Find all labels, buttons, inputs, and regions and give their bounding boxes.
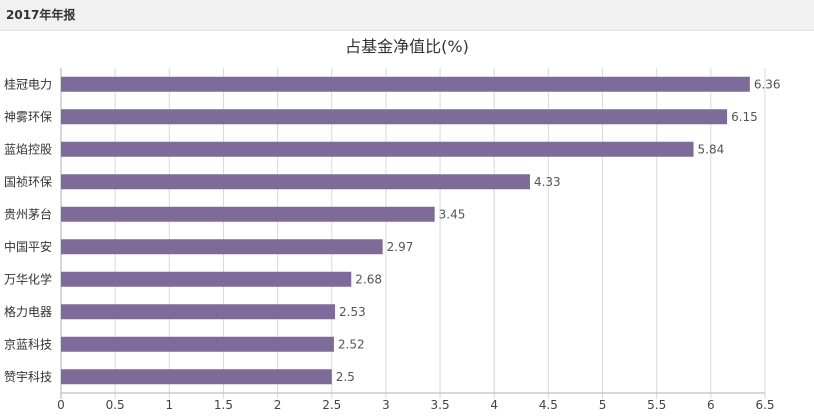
x-tick-label: 3	[382, 398, 390, 412]
data-label: 2.53	[339, 305, 366, 319]
x-tick-label: 2.5	[322, 398, 341, 412]
bar[interactable]	[61, 271, 352, 287]
bar[interactable]	[61, 239, 383, 255]
category-label: 赞宇科技	[4, 370, 52, 384]
category-label: 蓝焰控股	[4, 141, 52, 156]
data-label: 5.84	[698, 142, 725, 156]
bar[interactable]	[61, 141, 694, 157]
data-label: 6.15	[731, 110, 758, 124]
data-label: 4.33	[534, 175, 561, 189]
bar[interactable]	[61, 76, 750, 92]
category-label: 京蓝科技	[4, 337, 52, 351]
x-tick-label: 6	[707, 398, 715, 412]
data-label: 3.45	[439, 207, 466, 221]
chart-title: 占基金净值比(%)	[345, 37, 469, 56]
data-label: 6.36	[754, 77, 781, 91]
x-tick-label: 1	[165, 398, 173, 412]
data-label: 2.5	[336, 370, 355, 384]
category-label: 桂冠电力	[4, 76, 52, 91]
bar[interactable]	[61, 109, 728, 125]
data-label: 2.97	[387, 240, 414, 254]
bar[interactable]	[61, 206, 435, 222]
bar[interactable]	[61, 336, 334, 352]
data-label: 2.52	[338, 337, 365, 351]
x-tick-label: 5.5	[647, 398, 666, 412]
category-label: 国祯环保	[4, 175, 52, 189]
bar[interactable]	[61, 369, 332, 385]
x-tick-label: 4	[490, 398, 498, 412]
category-label: 万华化学	[4, 271, 52, 286]
header-title: 2017年年报	[6, 8, 76, 22]
category-label: 格力电器	[4, 304, 52, 319]
x-tick-label: 2	[274, 398, 282, 412]
data-label: 2.68	[355, 272, 382, 286]
x-tick-label: 0.5	[106, 398, 125, 412]
x-tick-label: 1.5	[214, 398, 233, 412]
header-bar: 2017年年报	[0, 0, 814, 31]
bar[interactable]	[61, 174, 530, 190]
category-label: 贵州茅台	[4, 206, 52, 221]
x-tick-label: 6.5	[755, 398, 774, 412]
bar[interactable]	[61, 304, 336, 320]
x-tick-label: 4.5	[539, 398, 558, 412]
x-tick-label: 5	[599, 398, 607, 412]
category-label: 神雾环保	[4, 110, 52, 124]
category-label: 中国平安	[4, 239, 52, 254]
x-tick-label: 3.5	[431, 398, 450, 412]
x-tick-label: 0	[57, 398, 65, 412]
